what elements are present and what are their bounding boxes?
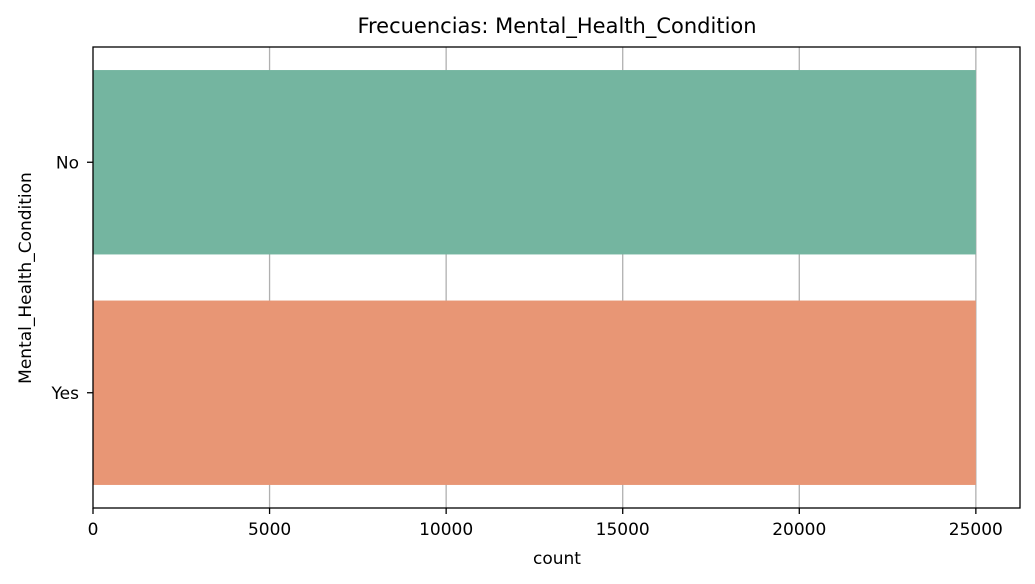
y-axis-ticks: No Yes [51,153,93,404]
bar-yes [93,300,976,485]
chart-title: Frecuencias: Mental_Health_Condition [357,14,756,39]
x-axis-label: count [533,549,581,569]
bars [93,70,976,485]
y-axis-label: Mental_Health_Condition [16,172,36,384]
x-tick-label: 25000 [949,520,1003,540]
x-tick-label: 10000 [419,520,473,540]
x-axis-ticks: 0 5000 10000 15000 20000 25000 [88,508,1003,540]
x-tick-label: 0 [88,520,99,540]
plot-frame [92,46,1021,509]
x-tick-label: 20000 [772,520,826,540]
y-tick-label-no: No [56,153,79,173]
x-tick-label: 15000 [596,520,650,540]
x-tick-label: 5000 [248,520,291,540]
bar-no [93,70,976,255]
y-tick-label-yes: Yes [51,384,80,404]
